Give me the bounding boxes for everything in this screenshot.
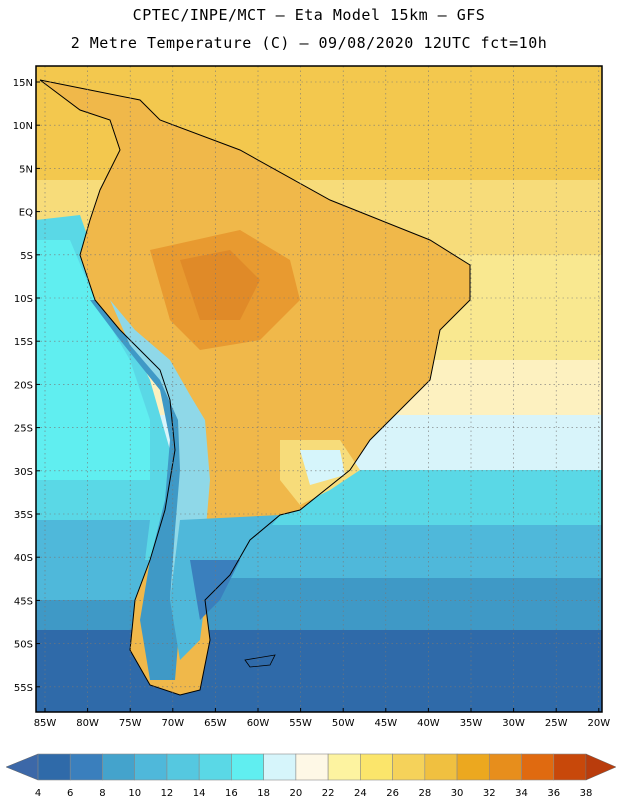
colorbar-label: 6: [67, 788, 73, 799]
colorbar-swatch: [456, 753, 490, 781]
colorbar-swatch: [37, 753, 71, 781]
colorbar-label: 38: [580, 788, 593, 799]
colorbar-swatch: [424, 753, 458, 781]
colorbar-swatch: [69, 753, 103, 781]
colorbar-label: 20: [290, 788, 303, 799]
lon-label: 20W: [587, 718, 610, 729]
latitude-labels: 15N 10N 5N EQ 5S 10S 15S 20S 25S 30S 35S 40S 45S 50S 5…: [13, 78, 40, 694]
longitude-labels: 85W 80W 75W 70W 65W 60W 55W 50W 45W 40W 35W 30W 25W 2…: [34, 708, 610, 729]
map-frame: [35, 65, 603, 713]
colorbar-swatch: [488, 753, 522, 781]
lat-label: 15S: [14, 337, 33, 348]
colorbar-swatch: [102, 753, 136, 781]
lon-label: 25W: [545, 718, 568, 729]
lon-label: 40W: [417, 718, 440, 729]
colorbar-label: 36: [547, 788, 560, 799]
lat-label: 10N: [13, 121, 33, 132]
lon-label: 45W: [374, 718, 397, 729]
lat-label: 15N: [13, 78, 33, 89]
colorbar-swatch: [134, 753, 168, 781]
colorbar-swatch: [166, 753, 200, 781]
temperature-field: [36, 66, 602, 712]
colorbar-label: 24: [354, 788, 367, 799]
lon-label: 65W: [204, 718, 227, 729]
colorbar-label: 16: [225, 788, 238, 799]
lat-label: 45S: [14, 596, 33, 607]
colorbar-label: 14: [193, 788, 206, 799]
colorbar-label: 26: [386, 788, 399, 799]
lon-label: 30W: [502, 718, 525, 729]
lon-label: 60W: [247, 718, 270, 729]
lat-label: 40S: [14, 553, 33, 564]
title-line-1: CPTEC/INPE/MCT – Eta Model 15km – GFS: [132, 6, 486, 24]
colorbar: 4 6 8 10 12 14 16 18 20 22 24 26 28 30 32 34 36 38: [5, 753, 617, 799]
colorbar-label: 12: [161, 788, 174, 799]
colorbar-swatch: [198, 753, 232, 781]
colorbar-label: 10: [128, 788, 141, 799]
colorbar-label: 18: [257, 788, 270, 799]
colorbar-swatch: [553, 753, 587, 781]
lat-label: 5S: [20, 251, 33, 262]
colorbar-label: 32: [483, 788, 496, 799]
lat-label: 5N: [19, 164, 33, 175]
colorbar-label: 8: [99, 788, 105, 799]
colorbar-high-arrow: [585, 753, 617, 781]
lat-label: 55S: [14, 683, 33, 694]
lat-label: 35S: [14, 510, 33, 521]
colorbar-swatch: [295, 753, 329, 781]
lat-label: 20S: [14, 380, 33, 391]
colorbar-low-arrow: [5, 753, 39, 781]
lat-label: 30S: [14, 467, 33, 478]
lat-label: 50S: [14, 640, 33, 651]
lon-label: 55W: [289, 718, 312, 729]
colorbar-swatch: [392, 753, 426, 781]
lon-label: 35W: [460, 718, 483, 729]
lat-label: 25S: [14, 424, 33, 435]
lon-label: 75W: [119, 718, 142, 729]
colorbar-label: 34: [515, 788, 528, 799]
colorbar-swatch: [521, 753, 555, 781]
lat-label: 10S: [14, 294, 33, 305]
colorbar-label: 4: [35, 788, 41, 799]
title-line-2: 2 Metre Temperature (C) – 09/08/2020 12U…: [70, 34, 548, 52]
colorbar-label: 22: [322, 788, 335, 799]
lon-label: 50W: [332, 718, 355, 729]
lat-label: EQ: [19, 208, 33, 219]
colorbar-swatch: [263, 753, 297, 781]
colorbar-swatch: [360, 753, 393, 781]
lon-label: 85W: [34, 718, 57, 729]
colorbar-label: 28: [418, 788, 431, 799]
colorbar-swatch: [327, 753, 361, 781]
lon-label: 80W: [76, 718, 99, 729]
colorbar-swatch: [231, 753, 264, 781]
lon-label: 70W: [161, 718, 184, 729]
colorbar-label: 30: [451, 788, 464, 799]
